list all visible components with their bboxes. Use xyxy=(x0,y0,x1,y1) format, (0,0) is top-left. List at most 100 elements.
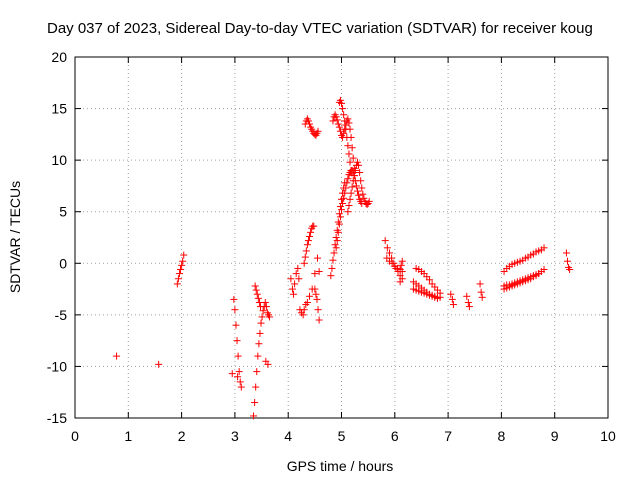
data-point xyxy=(351,166,359,174)
y-tick-label: -5 xyxy=(55,307,68,323)
data-point xyxy=(465,303,473,311)
data-point xyxy=(300,306,308,314)
data-point xyxy=(346,195,354,203)
data-point xyxy=(303,241,311,249)
data-point xyxy=(251,399,259,407)
data-point xyxy=(266,313,274,321)
data-point xyxy=(235,368,243,376)
data-point xyxy=(353,187,361,195)
data-point xyxy=(253,290,261,298)
data-point xyxy=(396,278,404,286)
data-point xyxy=(306,232,314,240)
data-point xyxy=(311,285,319,293)
data-point xyxy=(339,199,347,207)
data-point xyxy=(344,208,352,216)
data-point xyxy=(333,116,341,124)
x-tick-label: 1 xyxy=(124,428,132,444)
data-point xyxy=(233,337,241,345)
data-point xyxy=(335,220,343,228)
data-point xyxy=(433,294,441,302)
data-point xyxy=(342,184,350,192)
data-point xyxy=(332,244,340,252)
data-point xyxy=(334,228,342,236)
data-point xyxy=(478,293,486,301)
y-tick-label: -10 xyxy=(47,358,67,374)
data-point xyxy=(566,265,574,273)
data-point xyxy=(254,294,262,302)
y-tick-label: 20 xyxy=(51,49,67,65)
x-tick-labels: 0 1 2 3 4 5 6 7 8 9 10 xyxy=(71,428,616,444)
data-point xyxy=(310,222,318,230)
data-point xyxy=(174,275,182,283)
data-point xyxy=(180,251,188,259)
x-axis-label: GPS time / hours xyxy=(287,458,394,474)
data-point xyxy=(252,286,260,294)
data-point xyxy=(257,319,265,327)
data-point xyxy=(259,307,267,315)
data-point xyxy=(355,161,363,169)
data-point xyxy=(448,295,456,303)
data-point xyxy=(463,292,471,300)
data-point xyxy=(253,368,261,376)
data-point xyxy=(256,303,264,311)
data-point xyxy=(349,154,357,162)
data-point xyxy=(301,253,309,261)
data-point xyxy=(328,264,336,272)
data-point xyxy=(303,298,311,306)
chart-title: Day 037 of 2023, Sidereal Day-to-day VTE… xyxy=(47,20,593,37)
data-point xyxy=(252,383,260,391)
data-point xyxy=(349,177,357,185)
data-point xyxy=(381,237,389,245)
y-tick-labels: -15 -10 -5 0 5 10 15 20 xyxy=(47,49,67,426)
data-point xyxy=(295,275,303,283)
data-point xyxy=(228,370,236,378)
data-point xyxy=(342,125,350,133)
data-point xyxy=(299,311,307,319)
data-point xyxy=(340,111,348,119)
y-tick-label: 10 xyxy=(51,152,67,168)
x-tick-label: 10 xyxy=(600,428,616,444)
data-point xyxy=(353,158,361,166)
data-point xyxy=(334,120,342,128)
x-tick-label: 6 xyxy=(391,428,399,444)
data-point xyxy=(314,127,322,135)
x-tick-label: 7 xyxy=(444,428,452,444)
data-point xyxy=(350,172,358,180)
data-point xyxy=(335,123,343,131)
data-point xyxy=(291,280,299,288)
data-point xyxy=(338,99,345,107)
data-point xyxy=(315,268,323,276)
data-point xyxy=(344,142,352,150)
data-point xyxy=(336,213,344,221)
data-point xyxy=(347,189,355,197)
data-point xyxy=(255,298,263,306)
data-point xyxy=(304,117,312,125)
data-point xyxy=(251,282,259,290)
data-point xyxy=(258,313,266,321)
data-point xyxy=(358,184,366,192)
data-point xyxy=(397,261,405,269)
data-point xyxy=(540,244,548,252)
data-point xyxy=(345,150,353,158)
data-point xyxy=(288,285,296,293)
data-point xyxy=(232,321,240,329)
data-point xyxy=(385,249,393,257)
y-tick-label: -15 xyxy=(47,410,67,426)
data-point xyxy=(348,183,356,191)
data-point xyxy=(294,264,302,272)
data-point xyxy=(329,117,337,125)
data-point xyxy=(254,352,262,360)
data-point xyxy=(234,352,242,360)
data-point xyxy=(314,306,322,314)
x-tick-label: 5 xyxy=(338,428,346,444)
data-point xyxy=(447,290,455,298)
data-point xyxy=(563,257,571,265)
x-tick-label: 2 xyxy=(178,428,186,444)
data-point xyxy=(307,228,315,236)
data-point xyxy=(343,179,351,187)
data-point xyxy=(476,280,484,288)
x-tick-label: 3 xyxy=(231,428,239,444)
y-tick-label: 5 xyxy=(59,204,67,220)
data-point xyxy=(231,306,239,314)
